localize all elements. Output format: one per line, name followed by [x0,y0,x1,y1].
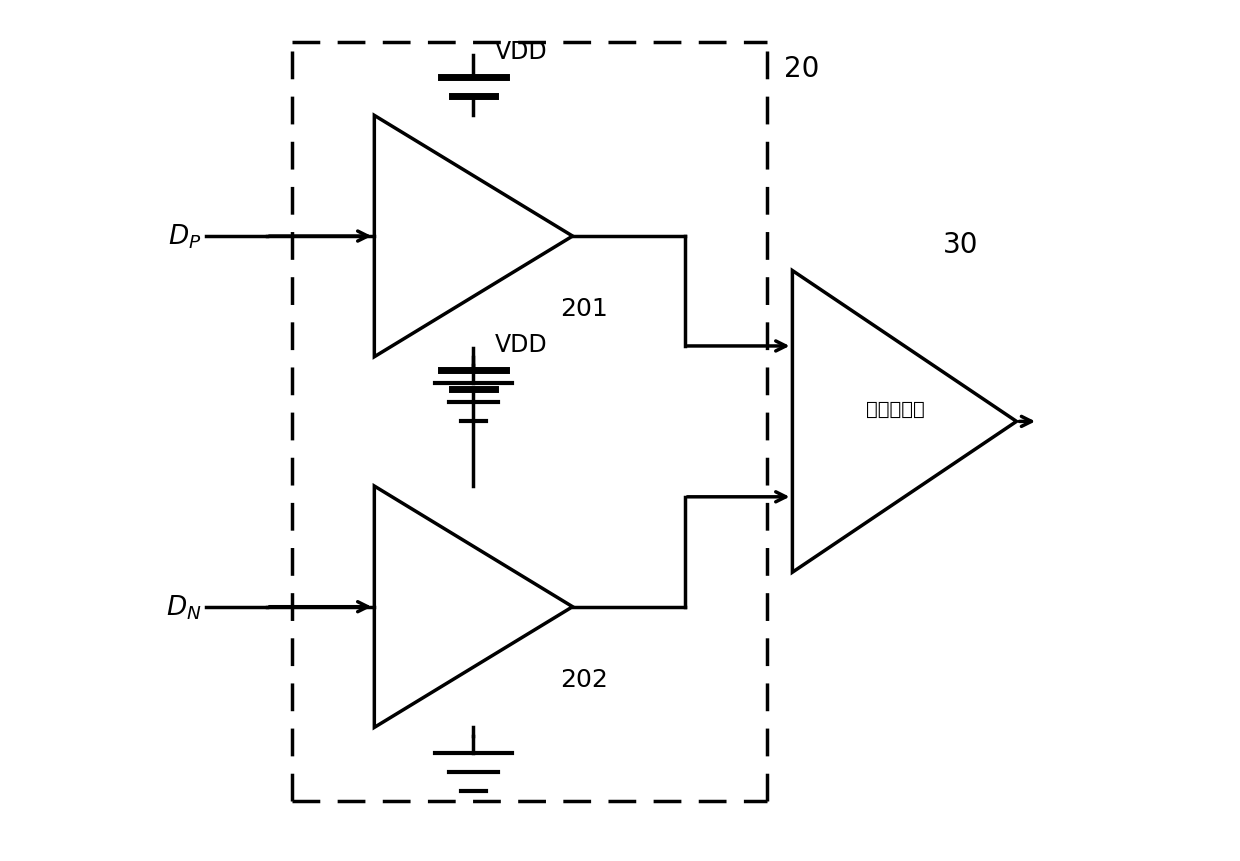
Text: 30: 30 [944,231,978,258]
Text: VDD: VDD [495,40,548,64]
Text: VDD: VDD [495,332,548,356]
Text: 202: 202 [559,667,608,691]
Text: $D_P$: $D_P$ [169,222,202,251]
Text: 201: 201 [559,297,608,321]
Text: 20: 20 [784,55,820,83]
Text: 主驱动电路: 主驱动电路 [867,400,925,418]
Text: $D_N$: $D_N$ [166,592,202,622]
